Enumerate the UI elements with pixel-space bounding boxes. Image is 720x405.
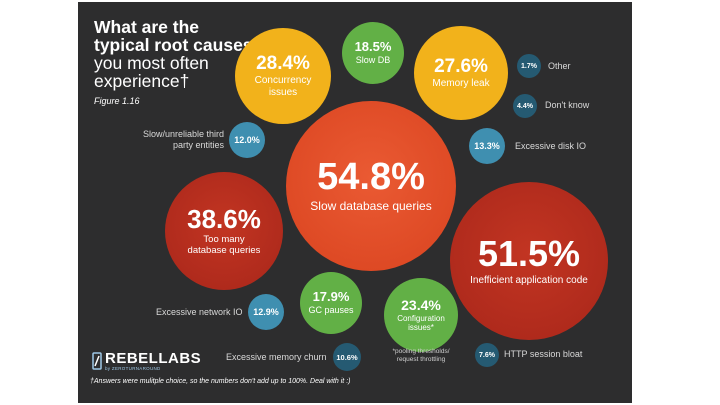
logo-sub: by ZEROTURNAROUND [105, 366, 161, 371]
chart-title: What are the typical root causes you mos… [94, 18, 253, 90]
title-line-3: you most often [94, 53, 209, 73]
bubble-label: Slow DB [355, 55, 391, 66]
bubble-label: Too many database queries [187, 233, 261, 256]
bubble-third-party-entities: 12.0% [229, 122, 265, 158]
label-http-session-bloat: HTTP session bloat [504, 349, 583, 359]
bubble-value: 7.6% [479, 351, 495, 359]
bubble-value: 54.8% [317, 156, 425, 199]
rebel-labs-mark-icon [92, 351, 102, 371]
bubble-label: Configuration issues* [397, 313, 445, 332]
bubble-value: 1.7% [521, 62, 537, 70]
answers-footnote: †Answers were mulitple choice, so the nu… [90, 378, 351, 385]
bubble-other: 1.7% [517, 54, 541, 78]
bubble-label: Inefficient application code [470, 274, 588, 286]
bubble-excessive-memory-churn: 10.6% [333, 343, 361, 371]
bubble-inefficient-application-code: 51.5% Inefficient application code [450, 182, 608, 340]
bubble-slow-database-queries: 54.8% Slow database queries [286, 101, 456, 271]
bubble-value: 27.6% [434, 55, 488, 77]
bubble-http-session-bloat: 7.6% [475, 343, 499, 367]
bubble-value: 18.5% [354, 39, 392, 55]
label-other: Other [548, 61, 571, 71]
bubble-value: 23.4% [401, 296, 441, 313]
logo-name: REBELLABS [105, 350, 202, 367]
bubble-value: 28.4% [256, 53, 310, 74]
bubble-memory-leak: 27.6% Memory leak [414, 26, 508, 120]
bubble-label: Slow database queries [310, 199, 432, 214]
label-dont-know: Don't know [545, 100, 590, 110]
infographic-slide: What are the typical root causes you mos… [78, 2, 632, 403]
bubble-excessive-disk-io: 13.3% [469, 128, 505, 164]
bubble-value: 51.5% [477, 232, 581, 274]
label-excessive-disk-io: Excessive disk IO [515, 141, 587, 151]
bubble-value: 10.6% [336, 352, 358, 362]
label-excessive-network-io: Excessive network IO [156, 307, 243, 317]
title-line-1: What are the [94, 17, 200, 37]
bubble-too-many-database-queries: 38.6% Too many database queries [165, 172, 283, 290]
bubble-gc-pauses: 17.9% GC pauses [300, 272, 362, 334]
title-line-2: typical root causes [94, 35, 253, 55]
title-line-4: experience† [94, 71, 190, 91]
bubble-slow-db: 18.5% Slow DB [342, 22, 404, 84]
bubble-value: 17.9% [312, 289, 350, 305]
bubble-excessive-network-io: 12.9% [248, 294, 284, 330]
bubble-value: 12.0% [234, 135, 260, 145]
bubble-value: 13.3% [474, 141, 500, 151]
bubble-dont-know: 4.4% [513, 94, 537, 118]
bubble-label: Memory leak [432, 77, 490, 89]
bubble-value: 38.6% [187, 203, 261, 234]
figure-label: Figure 1.16 [94, 96, 140, 106]
bubble-value: 4.4% [517, 102, 533, 110]
bubble-label: GC pauses [308, 305, 354, 316]
pooling-footnote: *pooling thresholds/ request throttling [392, 348, 450, 363]
bubble-value: 12.9% [253, 307, 279, 317]
label-third-party-entities: Slow/unreliable third party entities [142, 129, 224, 150]
bubble-concurrency-issues: 28.4% Concurrency issues [235, 28, 331, 124]
rebel-labs-logo: REBELLABS by ZEROTURNAROUND [92, 351, 201, 371]
label-excessive-memory-churn: Excessive memory churn [226, 352, 327, 362]
bubble-label: Concurrency issues [254, 75, 312, 98]
bubble-configuration-issues: 23.4% Configuration issues* [384, 278, 458, 352]
